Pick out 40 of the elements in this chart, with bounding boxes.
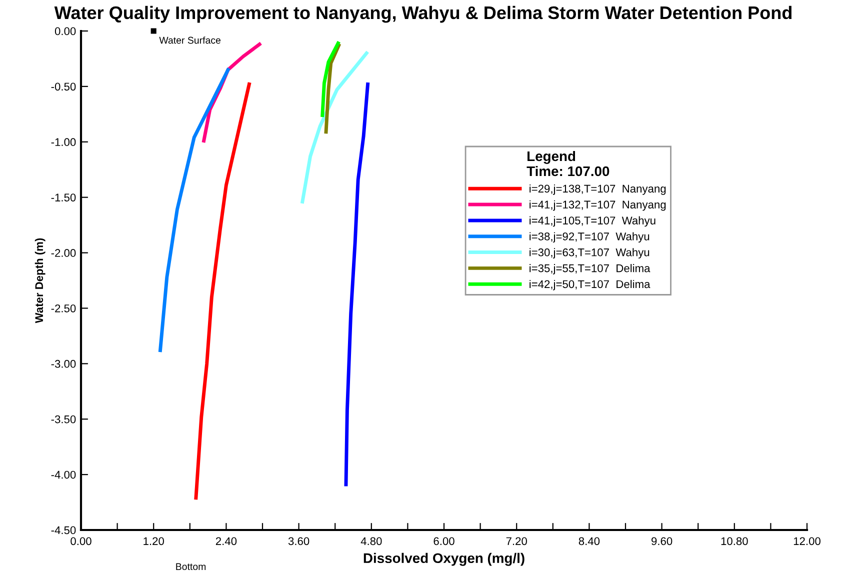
line-series xyxy=(158,68,230,352)
x-tick-label: 6.00 xyxy=(434,537,454,546)
x-tick-label: 8.40 xyxy=(578,537,600,546)
y-tick-label: -3.50 xyxy=(51,415,76,424)
x-tick-label: 10.80 xyxy=(721,537,748,546)
legend-label: i=41,j=132,T=107 Nanyang xyxy=(530,200,666,211)
line-series xyxy=(320,41,340,118)
y-axis-title: Water Depth (m) xyxy=(34,238,46,324)
annotation: Water Surface xyxy=(159,36,220,44)
legend-title: Legend Time: 107.00 xyxy=(526,150,610,176)
y-tick-label: -4.00 xyxy=(51,470,76,479)
y-tick-label: -0.50 xyxy=(51,82,76,91)
x-tick-label: 3.60 xyxy=(288,537,310,546)
y-tick-label: -1.50 xyxy=(51,194,76,202)
x-tick-label: 2.40 xyxy=(216,537,237,546)
x-tick-label: 0.00 xyxy=(70,537,92,546)
line-series xyxy=(194,82,251,500)
line-series xyxy=(324,44,340,134)
line-series xyxy=(344,82,370,486)
x-axis-title: Dissolved Oxygen (mg/l) xyxy=(364,552,524,566)
legend-label: i=29,j=138,T=107 Nanyang xyxy=(530,184,666,195)
legend-label: i=35,j=55,T=107 Delima xyxy=(530,264,650,274)
y-tick-label: -3.00 xyxy=(51,360,76,368)
y-tick-label: -4.50 xyxy=(51,526,76,534)
x-tick-label: 1.20 xyxy=(144,537,164,546)
y-tick-label: -2.00 xyxy=(51,249,76,257)
x-tick-label: 7.20 xyxy=(506,537,527,546)
y-tick-label: -2.50 xyxy=(51,304,76,312)
chart-title: Water Quality Improvement to Nanyang, Wahyu & Delima Storm Water Detention Pond xyxy=(54,6,792,23)
x-tick-label: 4.80 xyxy=(360,537,382,546)
y-tick-label: 0.00 xyxy=(54,27,76,36)
x-tick-label: 9.60 xyxy=(652,537,672,546)
y-tick-label: -1.00 xyxy=(51,138,76,146)
legend-label: i=42,j=50,T=107 Delima xyxy=(530,280,650,290)
line-series xyxy=(300,51,368,204)
legend-label: i=38,j=92,T=107 Wahyu xyxy=(530,232,650,243)
legend-label: i=30,j=63,T=107 Wahyu xyxy=(530,248,650,258)
legend-label: i=41,j=105,T=107 Wahyu xyxy=(530,216,656,227)
x-tick-label: 12.00 xyxy=(794,537,820,546)
text: Bottom xyxy=(176,563,206,570)
